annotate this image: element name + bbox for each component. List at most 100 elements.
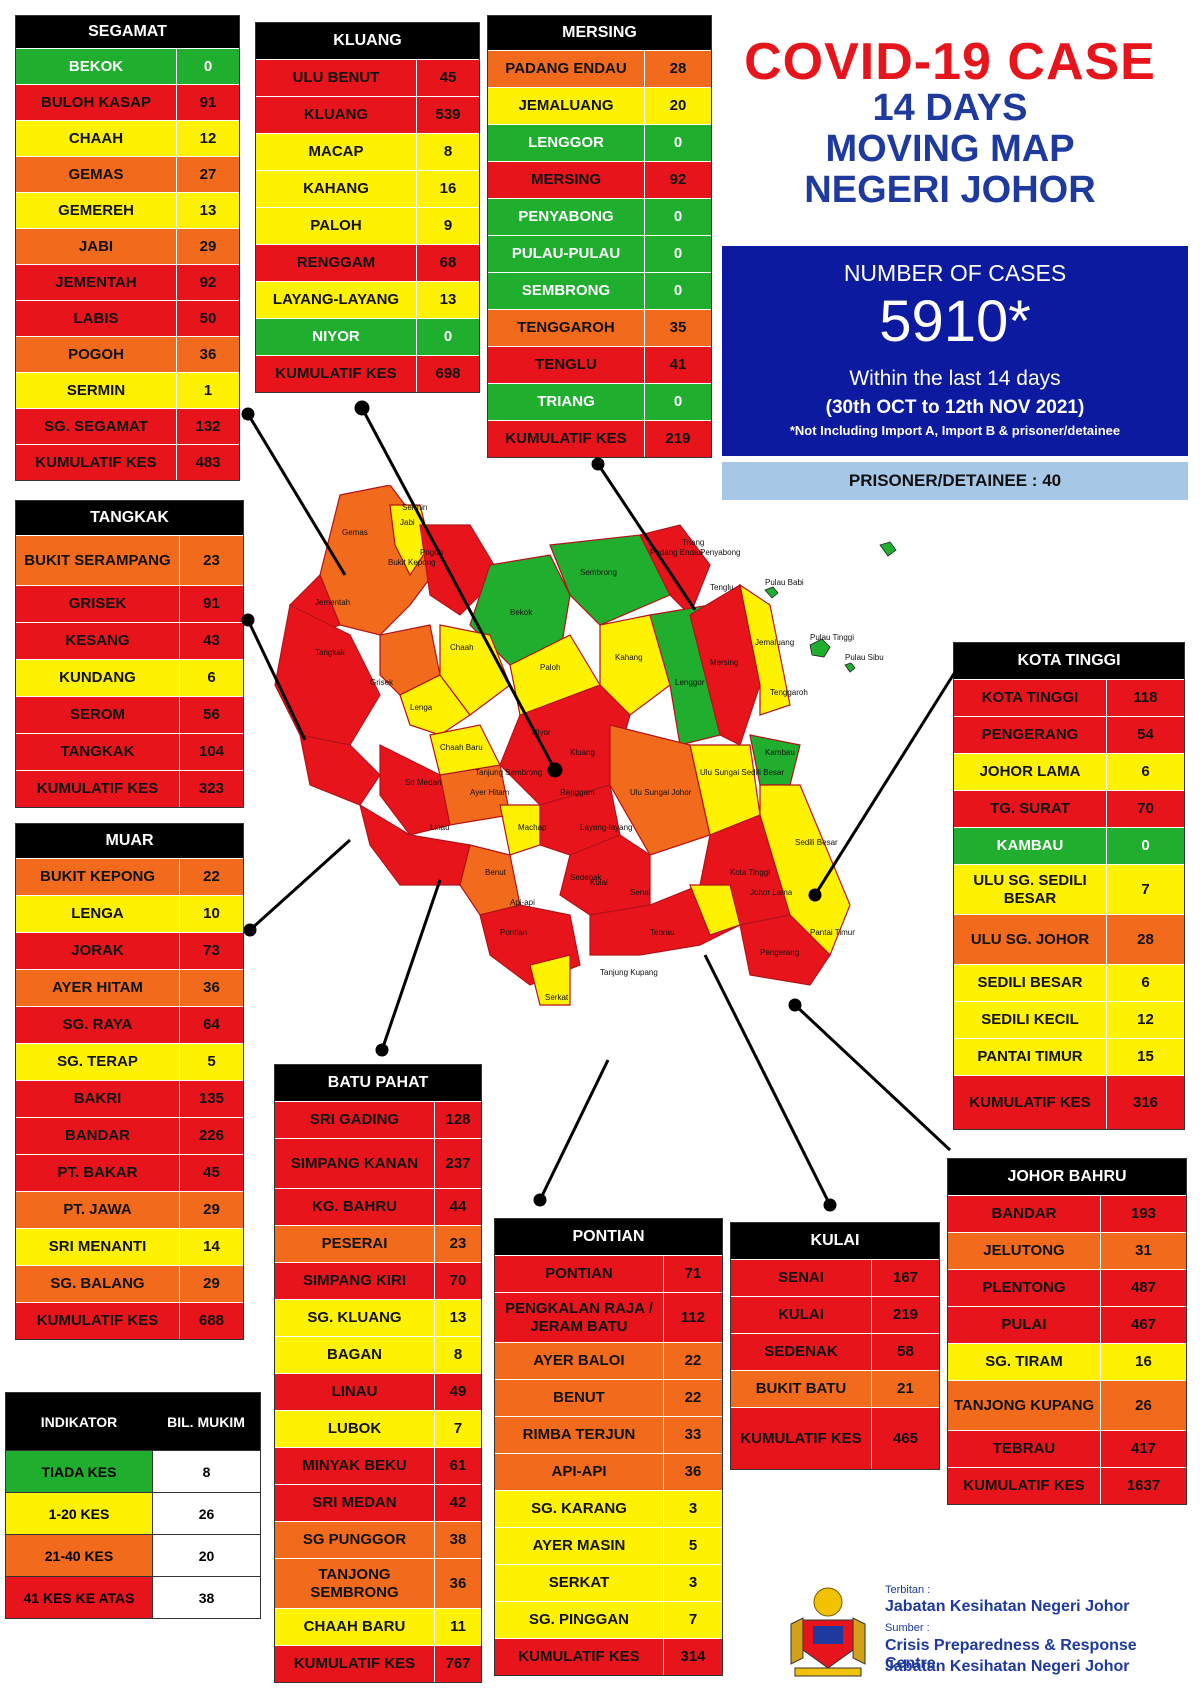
cases-within: Within the last 14 days	[849, 367, 1061, 390]
footer: Terbitan : Jabatan Kesihatan Negeri Joho…	[785, 1580, 1195, 1690]
mukim-name: ULU SG. SEDILI BESAR	[973, 872, 1087, 907]
mukim-cases: 467	[1100, 1307, 1186, 1343]
mukim-row: JEMALUANG 20	[488, 87, 711, 124]
mukim-cases: 92	[644, 162, 711, 198]
mukim-name: SRI MENANTI	[48, 1238, 147, 1256]
map-label: Gemas	[342, 528, 368, 537]
mukim-cases: 36	[434, 1559, 481, 1608]
mukim-name: PULAI	[1001, 1316, 1047, 1334]
mukim-cases: 35	[644, 310, 711, 346]
map-label: Chaah Baru	[440, 743, 483, 752]
mukim-cases: 31	[1100, 1233, 1186, 1269]
mukim-cases: 314	[663, 1639, 722, 1675]
mukim-name: SG. SEGAMAT	[44, 417, 148, 435]
mukim-row: SEROM 56	[16, 696, 243, 733]
map-label: Ulu Sungai Johor	[630, 788, 692, 797]
mukim-row: JEMENTAH 92	[16, 264, 239, 300]
mukim-name: KOTA TINGGI	[981, 689, 1079, 707]
mukim-name: BULOH KASAP	[40, 93, 151, 111]
panel-muar: MUAR BUKIT KEPONG 22 LENGA 10 JORAK 73 AYER HIT…	[15, 823, 244, 1340]
map-label: Serkat	[545, 993, 569, 1002]
mukim-row: BUKIT SERAMPANG 23	[16, 535, 243, 585]
mukim-name: API-API	[551, 1463, 607, 1481]
map-label: Sedenak	[570, 873, 603, 882]
connector-kluang-dot	[354, 400, 370, 416]
map-label: Tanjung Kupang	[600, 968, 658, 977]
mukim-name: SRI MEDAN	[312, 1494, 397, 1512]
mukim-cases: 7	[663, 1602, 722, 1638]
mukim-name: CHAAH BARU	[303, 1618, 406, 1636]
mukim-cases: 237	[434, 1139, 481, 1188]
cases-value: 5910*	[879, 289, 1031, 354]
mukim-name: KUNDANG	[59, 669, 136, 687]
mukim-name: GEMEREH	[58, 201, 134, 219]
map-label: Triang	[682, 538, 704, 547]
map-label: Jabi	[400, 518, 415, 527]
mukim-name: PANTAI TIMUR	[977, 1048, 1083, 1066]
mukim-row: CHAAH 12	[16, 120, 239, 156]
map-island-pemanggil	[879, 541, 897, 557]
mukim-cases: 0	[644, 384, 711, 420]
mukim-row: SG. TERAP 5	[16, 1043, 243, 1080]
map-label: Tenggaroh	[770, 688, 808, 697]
map-region-sg-tiram	[689, 884, 741, 936]
mukim-name: KULAI	[778, 1306, 824, 1324]
mukim-name: BUKIT KEPONG	[39, 868, 155, 886]
mukim-name: PT. BAKAR	[57, 1164, 138, 1182]
mukim-name: SERKAT	[548, 1574, 610, 1592]
mukim-name: LAYANG-LAYANG	[272, 291, 400, 309]
mukim-cases: 12	[1106, 1002, 1184, 1038]
panel-title: KLUANG	[256, 23, 479, 59]
map-region-mersing	[689, 584, 761, 746]
map-label: Pengerang	[760, 948, 799, 957]
mukim-name: KUMULATIF KES	[293, 1655, 416, 1673]
map-region-kambau	[749, 734, 801, 786]
mukim-row: ULU SG. SEDILI BESAR 7	[954, 864, 1184, 914]
map-label: Sri Medan	[405, 778, 441, 787]
connector-kulai-dot	[823, 1198, 837, 1212]
mukim-row: MERSING 92	[488, 161, 711, 198]
mukim-cases: 36	[176, 337, 239, 372]
mukim-row: TANJONG SEMBRONG 36	[275, 1558, 481, 1608]
mukim-row: PESERAI 23	[275, 1225, 481, 1262]
mukim-cases: 41	[644, 347, 711, 383]
mukim-name: SG. KLUANG	[307, 1309, 402, 1327]
map-label: Padang Endau	[650, 548, 703, 557]
mukim-row: PENGERANG 54	[954, 716, 1184, 753]
mukim-name: LABIS	[73, 309, 119, 327]
mukim-name: CHAAH	[68, 129, 124, 147]
mukim-name: JEMENTAH	[55, 273, 137, 291]
mukim-cases: 767	[434, 1646, 481, 1682]
map-label: Paloh	[540, 663, 560, 672]
mukim-row: SG. PINGGAN 7	[495, 1601, 722, 1638]
footer-terbitan-label: Terbitan :	[885, 1584, 931, 1596]
mukim-cases: 33	[663, 1417, 722, 1453]
connector-tangkak-dot	[241, 613, 255, 627]
mukim-name: AYER BALOI	[533, 1352, 625, 1370]
mukim-cases: 0	[644, 236, 711, 272]
mukim-name: SERMIN	[66, 381, 126, 399]
mukim-name: SIMPANG KANAN	[290, 1154, 419, 1172]
title-line3: MOVING MAP	[825, 128, 1075, 171]
mukim-cases: 29	[179, 1266, 243, 1302]
map-label: Grisek	[370, 678, 394, 687]
mukim-cases: 118	[1106, 680, 1184, 716]
map-label: Johor Lama	[750, 888, 793, 897]
mukim-cases: 112	[663, 1293, 722, 1342]
mukim-row: BANDAR 193	[948, 1195, 1186, 1232]
map-label: Tanjung Sembrong	[475, 768, 542, 777]
mukim-name: KUMULATIF KES	[969, 1093, 1091, 1111]
legend: INDIKATOR BIL. MUKIM TIADA KES 8 1-20 KES 2…	[5, 1392, 261, 1619]
mukim-name: KUMULATIF KES	[505, 430, 627, 448]
legend-count: 26	[152, 1493, 260, 1534]
legend-col1: INDIKATOR	[40, 1413, 118, 1430]
mukim-cases: 38	[434, 1522, 481, 1558]
map-label: Senai	[630, 888, 651, 897]
mukim-row: PONTIAN 71	[495, 1255, 722, 1292]
mukim-cases: 91	[176, 85, 239, 120]
mukim-cases: 21	[871, 1371, 939, 1407]
mukim-row: GRISEK 91	[16, 585, 243, 622]
mukim-row: SG. KLUANG 13	[275, 1299, 481, 1336]
mukim-name: PENGKALAN RAJA / JERAM BATU	[505, 1300, 653, 1335]
mukim-cases: 1	[176, 373, 239, 408]
